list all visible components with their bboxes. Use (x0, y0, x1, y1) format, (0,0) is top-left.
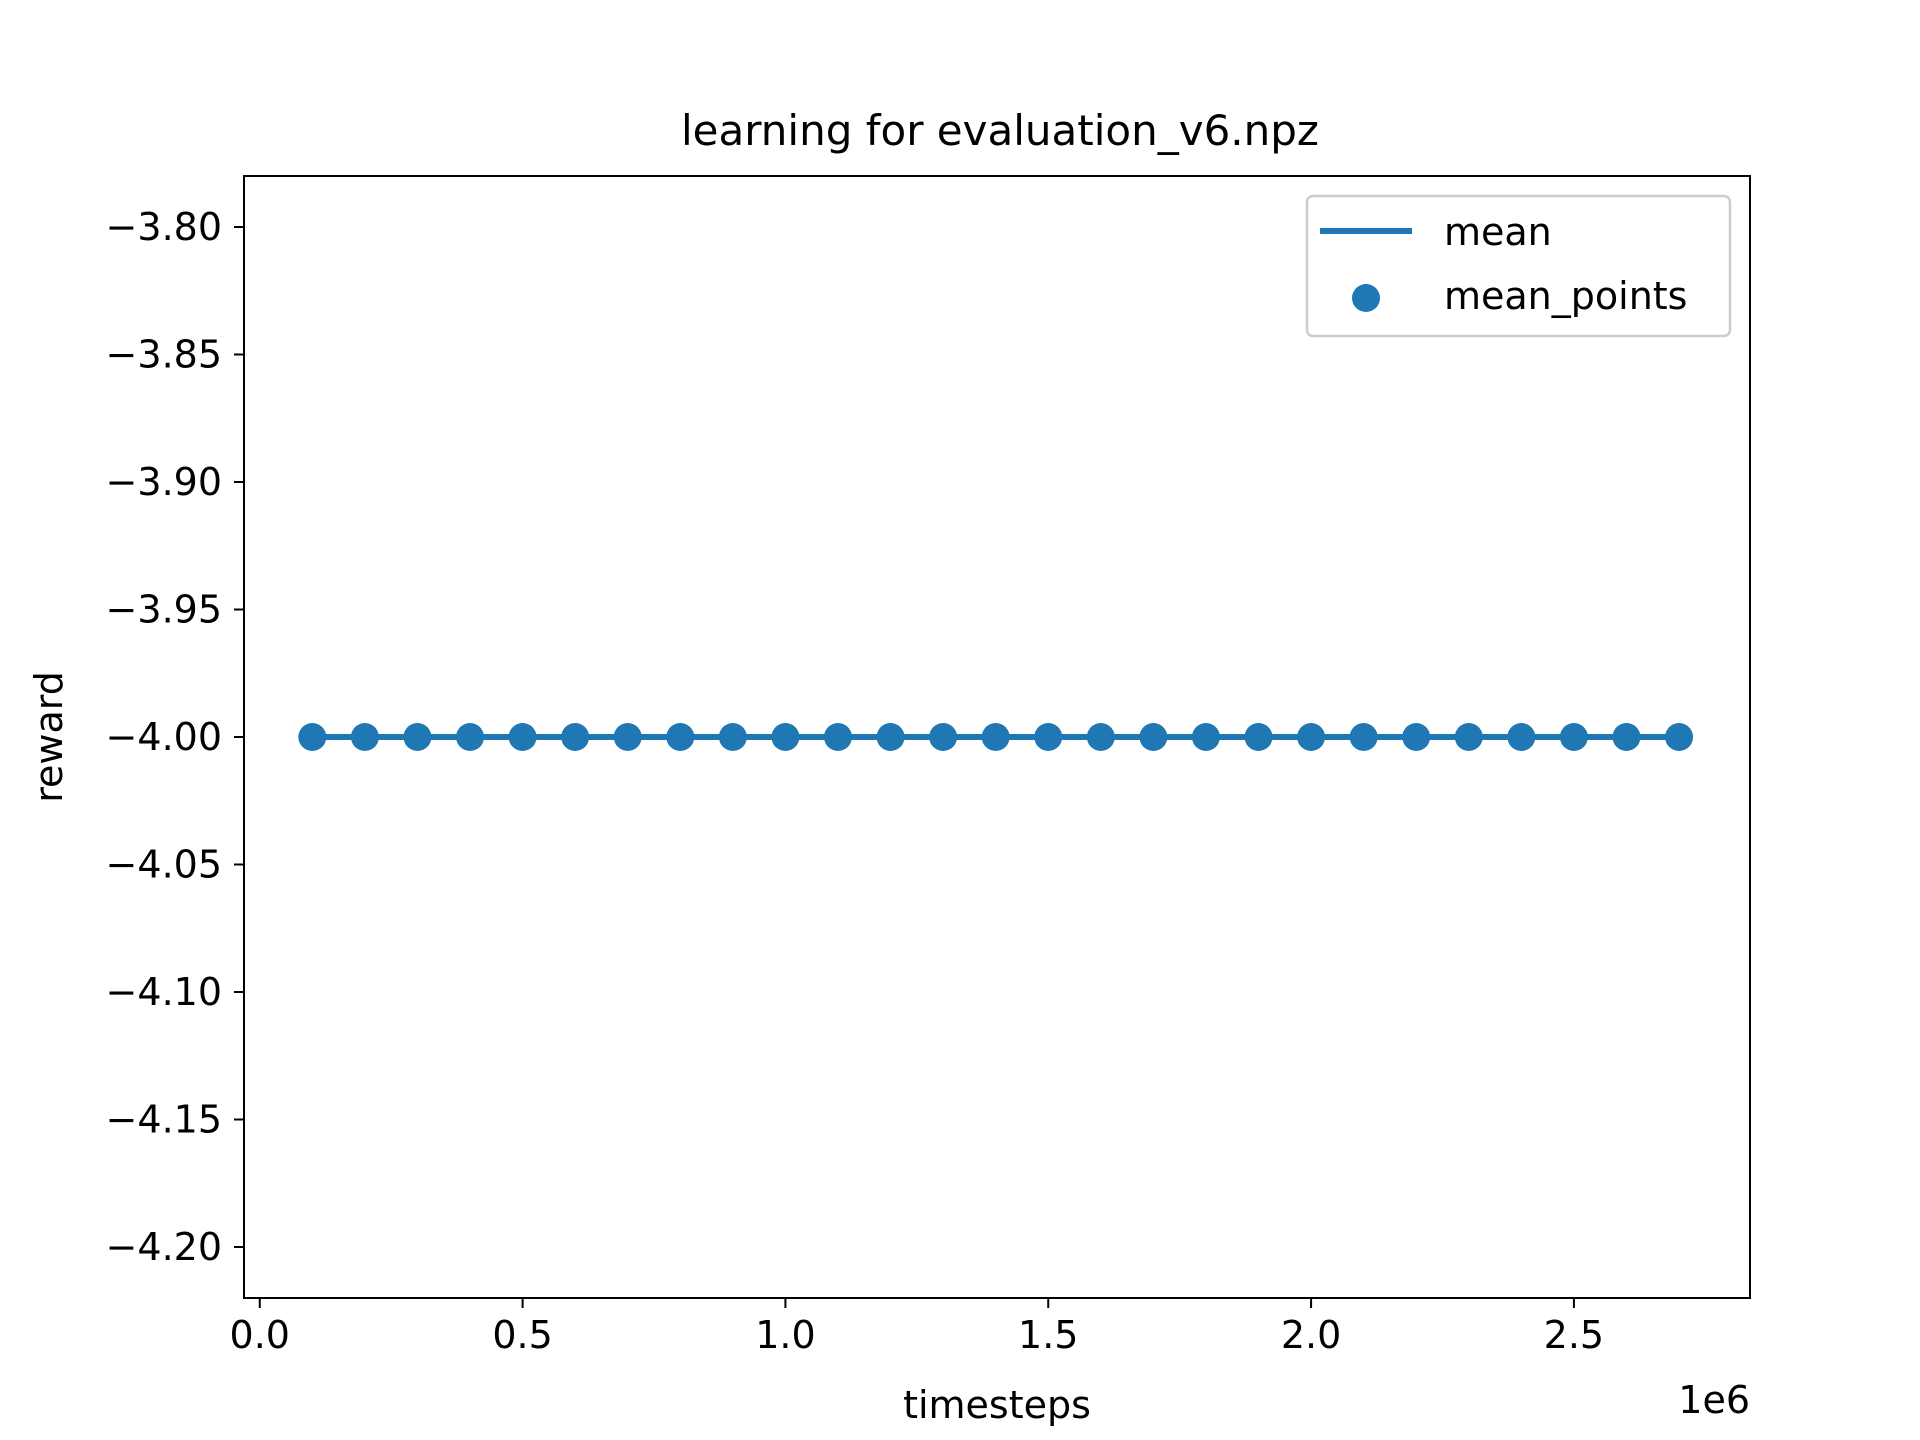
y-tick-label: −4.00 (106, 715, 222, 759)
data-point (1507, 723, 1536, 751)
data-point (876, 723, 905, 751)
data-point (1665, 723, 1694, 751)
x-axis-label: timesteps (903, 1383, 1091, 1427)
data-point (1349, 723, 1378, 751)
data-point (1612, 723, 1641, 751)
y-tick-label: −4.05 (106, 843, 222, 887)
data-point (298, 723, 327, 751)
y-tick-label: −4.10 (106, 970, 222, 1014)
x-axis-offset-label: 1e6 (1678, 1378, 1750, 1422)
x-tick-label: 0.0 (230, 1313, 290, 1357)
y-tick-label: −3.90 (106, 460, 222, 504)
x-tick-label: 0.5 (492, 1313, 552, 1357)
data-point (1559, 723, 1588, 751)
data-point (403, 723, 432, 751)
data-point (1244, 723, 1273, 751)
x-tick-label: 2.5 (1544, 1313, 1604, 1357)
data-point (929, 723, 958, 751)
data-point (350, 723, 379, 751)
y-axis-label: reward (27, 671, 71, 803)
chart-title: learning for evaluation_v6.npz (681, 106, 1319, 155)
legend-label-mean-points: mean_points (1444, 274, 1687, 318)
data-point (1297, 723, 1326, 751)
data-point (823, 723, 852, 751)
y-tick-label: −4.20 (106, 1225, 222, 1269)
y-tick-label: −4.15 (106, 1098, 222, 1142)
data-point (1191, 723, 1220, 751)
data-point (561, 723, 590, 751)
y-tick-label: −3.85 (106, 333, 222, 377)
legend-box (1305, 194, 1732, 338)
y-tick-label: −3.80 (106, 205, 222, 249)
data-point (1086, 723, 1115, 751)
data-point (1139, 723, 1168, 751)
legend-marker-swatch (1352, 284, 1380, 312)
legend-label-mean: mean (1444, 210, 1552, 254)
legend: mean mean_points (1305, 194, 1732, 338)
data-point (981, 723, 1010, 751)
y-tick-label: −3.95 (106, 588, 222, 632)
data-point (1454, 723, 1483, 751)
data-point (718, 723, 747, 751)
plot-frame (243, 175, 1751, 1299)
data-point (456, 723, 485, 751)
data-point (1034, 723, 1063, 751)
x-axis: 0.0 0.5 1.0 1.5 2.0 2.5 (230, 1298, 1604, 1357)
data-point (613, 723, 642, 751)
y-axis: −3.80 −3.85 −3.90 −3.95 −4.00 −4.05 −4.10 −4.15… (106, 205, 244, 1269)
series-layer (298, 723, 1694, 751)
data-point (508, 723, 537, 751)
x-tick-label: 1.0 (755, 1313, 815, 1357)
x-tick-label: 1.5 (1018, 1313, 1078, 1357)
data-point (666, 723, 695, 751)
data-point (771, 723, 800, 751)
x-tick-label: 2.0 (1281, 1313, 1341, 1357)
data-point (1402, 723, 1431, 751)
